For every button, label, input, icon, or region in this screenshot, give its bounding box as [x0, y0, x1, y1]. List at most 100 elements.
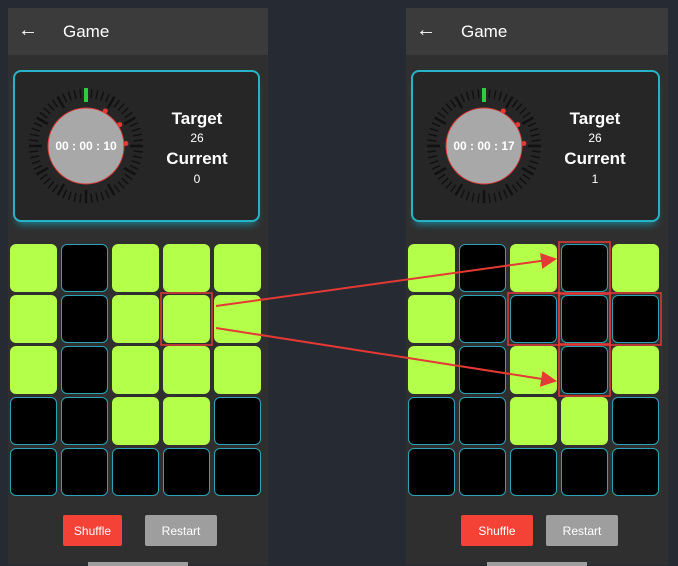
shuffle-button[interactable]: Shuffle — [461, 515, 533, 546]
grid-cell[interactable] — [561, 397, 608, 445]
restart-button[interactable]: Restart — [546, 515, 618, 546]
grid-cell[interactable] — [214, 346, 261, 394]
grid-cell[interactable] — [408, 244, 455, 292]
dial-tick — [33, 164, 43, 170]
grid-cell[interactable] — [214, 244, 261, 292]
grid-cell[interactable] — [10, 397, 57, 445]
grid-cell[interactable] — [214, 397, 261, 445]
grid-cell[interactable] — [459, 295, 506, 343]
dial-tick — [124, 173, 133, 181]
dial-tick — [445, 103, 453, 111]
grid-cell[interactable] — [112, 295, 159, 343]
grid-cell[interactable] — [112, 346, 159, 394]
dial-tick — [527, 164, 537, 170]
back-button[interactable]: ← — [416, 19, 436, 41]
grid-cell[interactable] — [163, 448, 210, 496]
grid-cell[interactable] — [459, 448, 506, 496]
dial-tick — [132, 155, 142, 159]
grid-cell[interactable] — [163, 295, 210, 343]
dial-tick — [129, 122, 139, 128]
grid-cell[interactable] — [10, 346, 57, 394]
timer-text: 00 : 00 : 10 — [55, 139, 117, 153]
dial-tick — [73, 90, 77, 100]
grid-cell[interactable] — [61, 397, 108, 445]
dial-tick — [522, 111, 531, 119]
dial-tick — [113, 184, 121, 193]
target-label: Target — [569, 109, 621, 128]
grid-cell[interactable] — [61, 448, 108, 496]
dial-tick — [454, 183, 464, 196]
dial-tick — [460, 189, 466, 199]
grid-cell[interactable] — [163, 346, 210, 394]
dial-tick — [531, 139, 541, 142]
grid-cell[interactable] — [510, 448, 557, 496]
dial-tick — [117, 103, 125, 111]
dial-tick — [43, 107, 51, 115]
dial-tick — [67, 91, 72, 101]
dial-face — [47, 107, 125, 185]
dial-tick — [131, 127, 141, 132]
dial-tick — [427, 150, 437, 153]
timer-card: 00 : 00 : 10 Target 26 Current 0 — [13, 70, 260, 222]
dial-tick — [133, 139, 143, 142]
grid-cell[interactable] — [459, 397, 506, 445]
dial-tick — [67, 191, 72, 201]
dial-dot — [500, 108, 506, 114]
grid-cell[interactable] — [163, 397, 210, 445]
dial-tick — [529, 127, 539, 132]
grid-cell[interactable] — [510, 244, 557, 292]
dial-tick — [498, 91, 503, 101]
grid-cell[interactable] — [612, 244, 659, 292]
grid-cell[interactable] — [561, 244, 608, 292]
current-value: 1 — [591, 172, 599, 186]
grid-cell[interactable] — [112, 244, 159, 292]
restart-button[interactable]: Restart — [145, 515, 217, 546]
dial-tick — [515, 181, 523, 189]
grid-cell[interactable] — [612, 346, 659, 394]
grid-cell[interactable] — [112, 448, 159, 496]
grid-cell[interactable] — [510, 397, 557, 445]
grid-cell[interactable] — [561, 448, 608, 496]
grid-cell[interactable] — [561, 295, 608, 343]
dial-tick — [441, 107, 449, 115]
dial-tick — [31, 127, 41, 132]
dial-tick — [43, 177, 51, 185]
grid-cell[interactable] — [612, 397, 659, 445]
dial-tick — [47, 181, 55, 189]
dial-tick — [454, 96, 464, 109]
grid-cell[interactable] — [408, 397, 455, 445]
grid-cell[interactable] — [408, 346, 455, 394]
grid-cell[interactable] — [612, 295, 659, 343]
grid-cell[interactable] — [510, 295, 557, 343]
grid-cell[interactable] — [408, 448, 455, 496]
dial-tick — [33, 122, 43, 128]
shuffle-button[interactable]: Shuffle — [63, 515, 122, 546]
grid-cell[interactable] — [61, 346, 108, 394]
grid-cell[interactable] — [214, 448, 261, 496]
dial-tick — [519, 177, 527, 185]
dial-tick — [427, 139, 437, 142]
grid-cell[interactable] — [459, 244, 506, 292]
dial-tick — [530, 133, 540, 137]
grid-cell[interactable] — [61, 244, 108, 292]
dial-tick — [531, 150, 541, 153]
grid-cell[interactable] — [163, 244, 210, 292]
grid-cell[interactable] — [112, 397, 159, 445]
grid-cell[interactable] — [459, 346, 506, 394]
dial-tick — [530, 155, 540, 159]
grid-cell[interactable] — [10, 244, 57, 292]
nav-bar — [487, 562, 587, 566]
grid-cell[interactable] — [214, 295, 261, 343]
grid-cell[interactable] — [408, 295, 455, 343]
grid-cell[interactable] — [10, 295, 57, 343]
grid-cell[interactable] — [10, 448, 57, 496]
grid-cell[interactable] — [510, 346, 557, 394]
back-button[interactable]: ← — [18, 19, 38, 41]
grid-cell[interactable] — [612, 448, 659, 496]
phone-screen: ← Game 00 : 00 : 10 Target 26 Current 0 Shuffle… — [8, 8, 268, 566]
dial-tick — [502, 189, 508, 199]
dial-tick — [445, 181, 453, 189]
grid-cell[interactable] — [61, 295, 108, 343]
grid-cell[interactable] — [561, 346, 608, 394]
